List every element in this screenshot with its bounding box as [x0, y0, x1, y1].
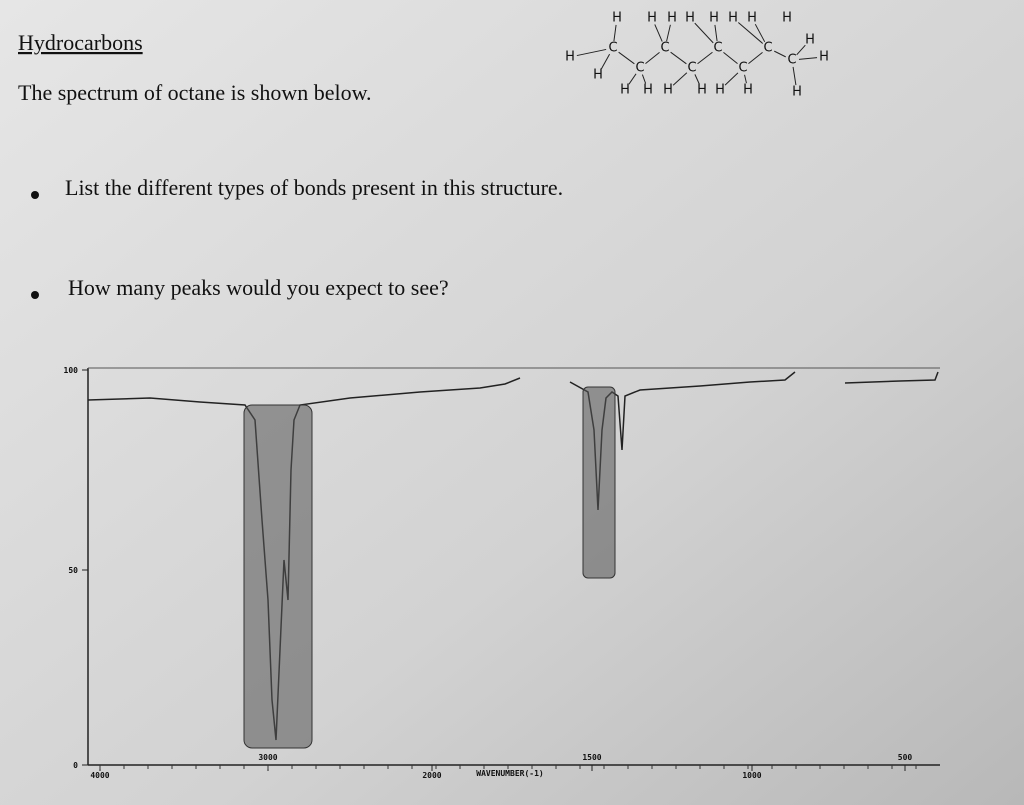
bond [737, 22, 764, 44]
question: How many peaks would you expect to see? [68, 275, 449, 300]
bond [724, 72, 739, 86]
atom-label: C [608, 41, 617, 56]
x-tick-label: 1500 [582, 753, 601, 762]
bond [672, 72, 688, 86]
atom-label: C [713, 41, 722, 56]
atom-label: H [663, 83, 673, 98]
atom-label: H [792, 85, 802, 100]
x-tick-label: 4000 [90, 771, 109, 780]
atom-label: H [685, 11, 695, 26]
atom-label: H [805, 33, 815, 48]
bond [670, 51, 687, 65]
bond [645, 51, 660, 65]
bond [694, 74, 700, 84]
bond [613, 24, 617, 42]
y-tick-label: 50 [68, 566, 78, 575]
atom-label: H [667, 11, 677, 26]
bond [694, 22, 714, 44]
bond [792, 66, 797, 86]
bond [714, 24, 718, 42]
x-axis-label: WAVENUMBER(-1) [476, 769, 543, 778]
x-tick-label: 1000 [742, 771, 761, 780]
question: List the different types of bonds presen… [65, 175, 563, 200]
x-tick-label: 3000 [258, 753, 277, 762]
atom-label: H [620, 83, 630, 98]
atom-label: C [763, 41, 772, 56]
atom-label: H [643, 83, 653, 98]
atom-label: H [647, 11, 657, 26]
atom-label: H [747, 11, 757, 26]
bond [723, 51, 738, 65]
bond [754, 23, 766, 43]
atom-label: H [728, 11, 738, 26]
y-tick-label: 100 [64, 366, 79, 375]
y-tick-label: 0 [73, 761, 78, 770]
bond [666, 24, 671, 42]
bond [748, 51, 763, 65]
atom-label: H [715, 83, 725, 98]
subtitle: The spectrum of octane is shown below. [18, 80, 372, 105]
bullet [31, 291, 39, 299]
atom-label: H [565, 50, 575, 65]
bond [600, 53, 611, 70]
ir-spectrum: 10050040003000200015001000500WAVENUMBER(… [64, 366, 940, 780]
bond [774, 50, 786, 58]
x-tick-label: 2000 [422, 771, 441, 780]
atom-label: C [660, 41, 669, 56]
atom-label: H [709, 11, 719, 26]
bond [798, 57, 818, 60]
bond [628, 73, 637, 85]
atom-label: C [738, 61, 747, 76]
atom-label: H [697, 83, 707, 98]
x-tick-label: 500 [898, 753, 913, 762]
bond [654, 24, 663, 42]
title: Hydrocarbons [18, 30, 143, 55]
atom-label: H [593, 68, 603, 83]
highlight-region [243, 404, 313, 749]
bullet [31, 191, 39, 199]
bond [796, 44, 806, 56]
bond [697, 51, 713, 65]
atom-label: C [635, 61, 644, 76]
atom-label: H [743, 83, 753, 98]
atom-label: C [687, 61, 696, 76]
atom-label: C [787, 53, 796, 68]
atom-label: H [612, 11, 622, 26]
bond [576, 48, 607, 57]
highlight-region [582, 386, 616, 579]
bond [744, 74, 747, 84]
atom-label: H [819, 50, 829, 65]
atom-label: H [782, 11, 792, 26]
bond [618, 51, 635, 65]
bond [641, 74, 647, 84]
spectrum-trace [844, 371, 939, 384]
